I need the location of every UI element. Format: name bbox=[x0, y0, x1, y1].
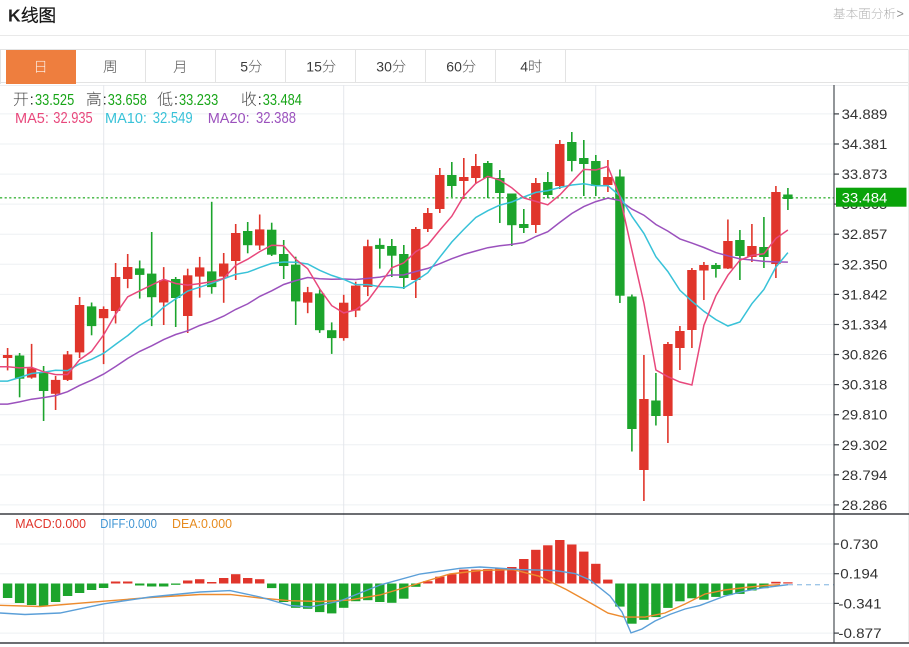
svg-text:30: 30 bbox=[376, 58, 392, 74]
svg-text:DIFF:0.000: DIFF:0.000 bbox=[100, 516, 157, 531]
svg-text:K: K bbox=[8, 6, 21, 26]
svg-text:32.935: 32.935 bbox=[53, 110, 92, 127]
svg-text:MA10:: MA10: bbox=[105, 111, 147, 127]
svg-text:0.194: 0.194 bbox=[840, 566, 878, 582]
svg-text:29.810: 29.810 bbox=[842, 407, 888, 423]
svg-text:30.318: 30.318 bbox=[842, 377, 888, 393]
svg-text:33.525: 33.525 bbox=[35, 92, 74, 109]
svg-text:-0.341: -0.341 bbox=[838, 595, 881, 611]
svg-text:28.794: 28.794 bbox=[842, 467, 888, 483]
svg-text:29.302: 29.302 bbox=[842, 437, 888, 453]
svg-text:33.873: 33.873 bbox=[842, 166, 888, 182]
svg-text:MA20:: MA20: bbox=[208, 111, 250, 127]
svg-text:5: 5 bbox=[240, 58, 248, 74]
svg-text::: : bbox=[258, 91, 262, 108]
svg-text:28.286: 28.286 bbox=[842, 497, 888, 513]
svg-text:15: 15 bbox=[306, 58, 322, 74]
svg-text:DEA:0.000: DEA:0.000 bbox=[172, 516, 232, 531]
svg-text:32.350: 32.350 bbox=[842, 256, 888, 272]
svg-text:31.334: 31.334 bbox=[842, 317, 888, 333]
svg-text:MACD:0.000: MACD:0.000 bbox=[15, 516, 86, 531]
svg-text:>: > bbox=[897, 7, 904, 21]
svg-text:33.658: 33.658 bbox=[108, 92, 147, 109]
svg-text:34.889: 34.889 bbox=[842, 106, 888, 122]
svg-text:MA5:: MA5: bbox=[15, 111, 49, 127]
svg-text::: : bbox=[174, 91, 178, 108]
svg-text:-0.877: -0.877 bbox=[838, 625, 881, 641]
svg-text:4: 4 bbox=[520, 58, 528, 74]
svg-text::: : bbox=[30, 91, 34, 108]
svg-text:32.857: 32.857 bbox=[842, 226, 888, 242]
svg-text:33.484: 33.484 bbox=[842, 190, 888, 206]
svg-text:34.381: 34.381 bbox=[842, 136, 888, 152]
svg-text:31.842: 31.842 bbox=[842, 286, 888, 302]
svg-text:33.233: 33.233 bbox=[179, 92, 218, 109]
svg-text:0.730: 0.730 bbox=[840, 536, 878, 552]
svg-text:33.484: 33.484 bbox=[263, 92, 303, 109]
svg-text:60: 60 bbox=[446, 58, 462, 74]
svg-text:30.826: 30.826 bbox=[842, 347, 888, 363]
svg-text::: : bbox=[103, 91, 107, 108]
svg-text:32.549: 32.549 bbox=[153, 110, 193, 127]
svg-text:32.388: 32.388 bbox=[256, 110, 296, 127]
